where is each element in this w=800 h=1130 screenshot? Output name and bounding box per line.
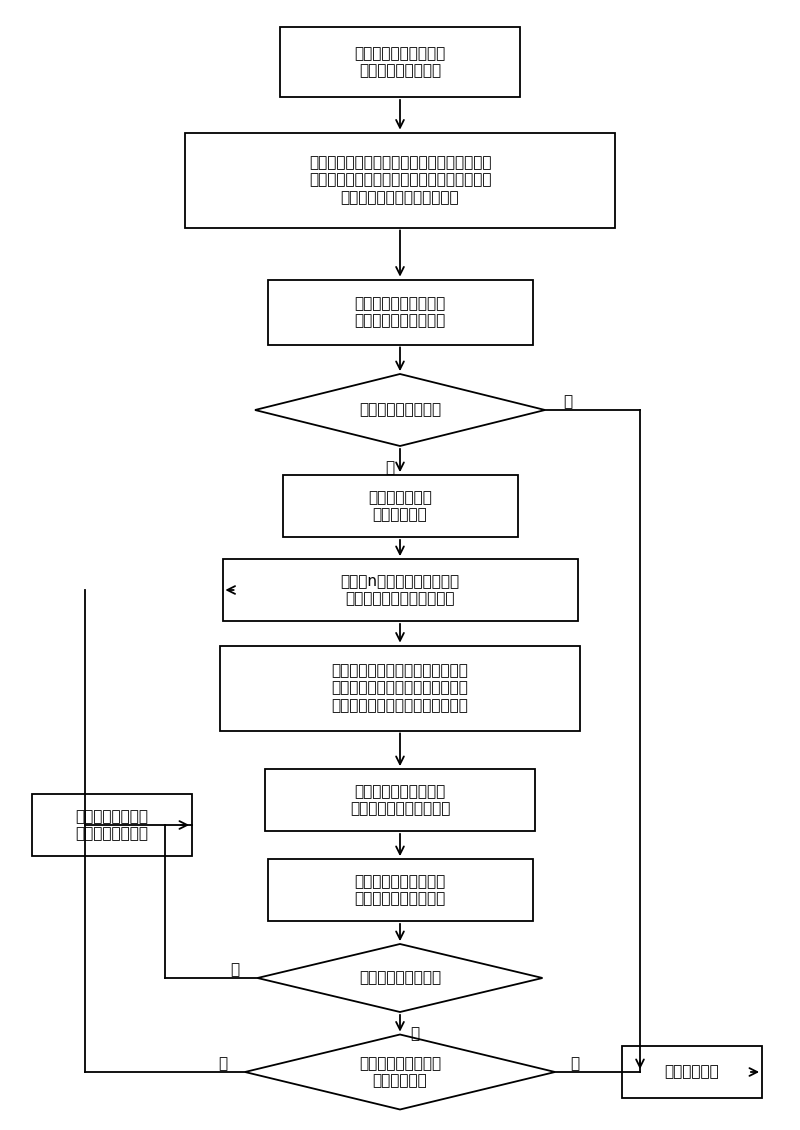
Text: 潮流计算是否收敛？: 潮流计算是否收敛？ (359, 971, 441, 985)
Text: 逼近精度是否符合精
度门槛要求？: 逼近精度是否符合精 度门槛要求？ (359, 1055, 441, 1088)
Text: 根据故障前的潮流计算模型和潮流
计算结果，对所有故障设备计算本
次寻解计算中的故障等值负荷功率: 根据故障前的潮流计算模型和潮流 计算结果，对所有故障设备计算本 次寻解计算中的故… (331, 663, 469, 713)
Bar (222, 559, 578, 622)
Text: 在故障后的潮流计算模
型中，修正节点注入功率: 在故障后的潮流计算模 型中，修正节点注入功率 (350, 784, 450, 816)
Text: 利用故障后的潮流计算
模型进行一次潮流计算: 利用故障后的潮流计算 模型进行一次潮流计算 (354, 873, 446, 906)
Text: 是: 是 (563, 394, 572, 409)
Text: 是: 是 (570, 1057, 579, 1071)
Bar (622, 1046, 762, 1098)
Text: 潮流计算是否收敛？: 潮流计算是否收敛？ (359, 402, 441, 417)
Text: 保存故障前的潮流计算
模型和潮流计算结果: 保存故障前的潮流计算 模型和潮流计算结果 (354, 46, 446, 78)
Text: 退出整个计算: 退出整个计算 (665, 1064, 719, 1079)
Text: 计算第n次潮流寻解计算中的
故障等值负荷功率控制参数: 计算第n次潮流寻解计算中的 故障等值负荷功率控制参数 (341, 574, 459, 606)
Polygon shape (245, 1034, 555, 1110)
Bar (220, 645, 580, 730)
Text: 按照逼近策略调整
故障等值负荷功率: 按照逼近策略调整 故障等值负荷功率 (75, 809, 149, 841)
Polygon shape (258, 944, 542, 1012)
Text: 设定迭代逼近比
例系数的初值: 设定迭代逼近比 例系数的初值 (368, 489, 432, 522)
Bar (280, 27, 520, 97)
Bar (282, 475, 518, 537)
Text: 利用故障后的潮流计算
模型进行一次潮流计算: 利用故障后的潮流计算 模型进行一次潮流计算 (354, 296, 446, 328)
Text: 否: 否 (218, 1057, 227, 1071)
Polygon shape (255, 374, 545, 446)
Bar (267, 859, 533, 921)
Text: 是: 是 (410, 1026, 419, 1042)
Bar (185, 132, 615, 227)
Text: 否: 否 (230, 963, 239, 977)
Bar (267, 279, 533, 345)
Text: 形成故障后的潮流计算模型，在故障设备的所
有端子关联拓扑节点上添加等值负荷模型，将
初始故障等值负荷功率设为零: 形成故障后的潮流计算模型，在故障设备的所 有端子关联拓扑节点上添加等值负荷模型，… (309, 155, 491, 205)
Text: 否: 否 (386, 461, 394, 476)
Bar (265, 770, 535, 831)
Bar (32, 794, 192, 857)
